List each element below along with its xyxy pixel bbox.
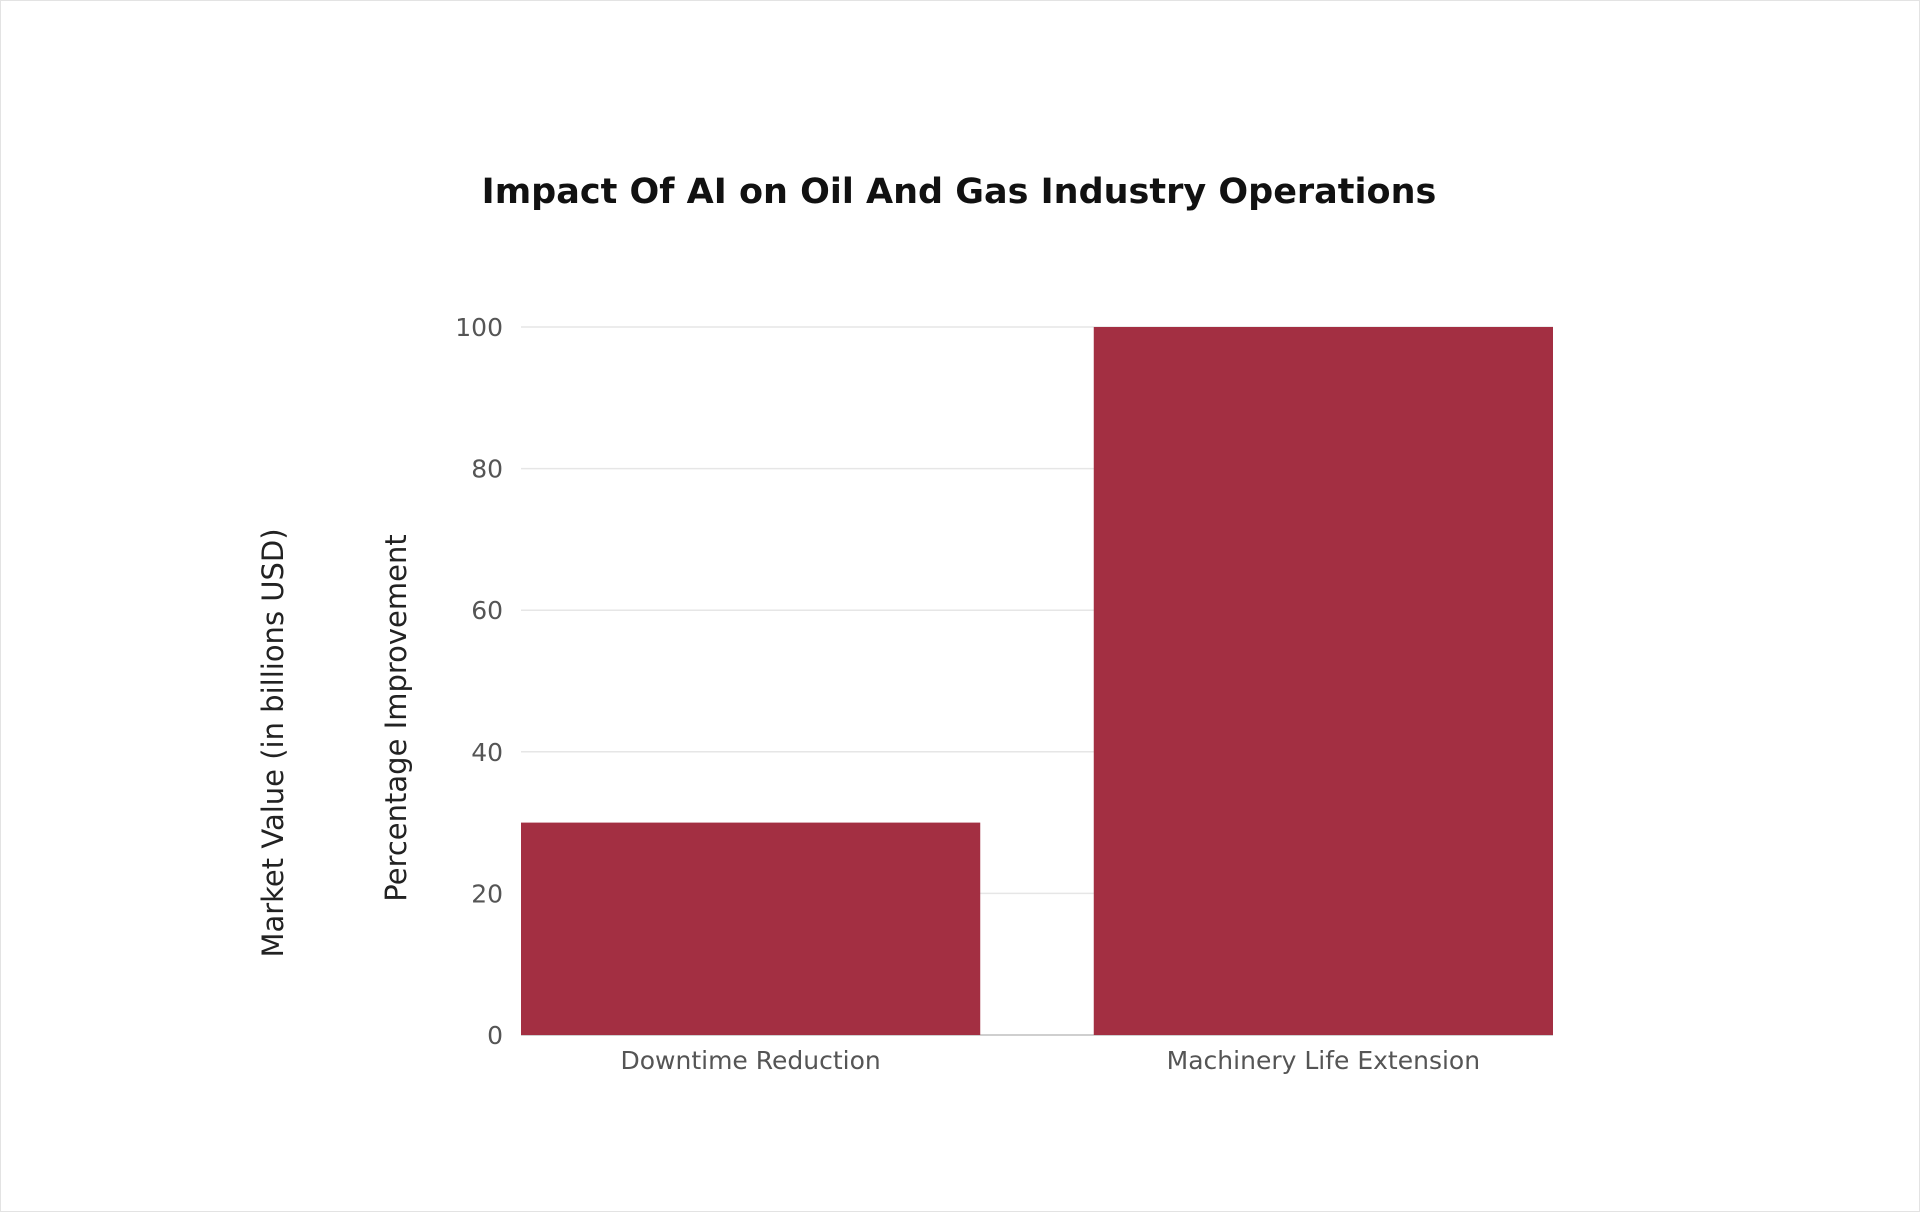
y-axis-ticks: 0 20 40 60 80 100 [455, 313, 503, 1050]
chart-title: Impact Of AI on Oil And Gas Industry Ope… [482, 172, 1437, 212]
x-category-label: Downtime Reduction [620, 1046, 880, 1075]
y-tick-label: 100 [455, 313, 503, 342]
bar[interactable] [521, 822, 981, 1035]
x-category-label: Machinery Life Extension [1167, 1046, 1480, 1075]
y-tick-label: 40 [471, 738, 503, 767]
y-tick-label: 60 [471, 596, 503, 625]
x-axis-labels: Downtime Reduction Machinery Life Extensi… [620, 1046, 1480, 1075]
y-axis-title: Percentage Improvement [379, 534, 413, 901]
y-tick-label: 80 [471, 455, 503, 484]
bars [521, 327, 1553, 1035]
bar[interactable] [1093, 327, 1553, 1035]
y-tick-label: 20 [471, 879, 503, 908]
y-axis-title-secondary: Market Value (in billions USD) [256, 528, 290, 957]
y-tick-label: 0 [487, 1021, 503, 1050]
